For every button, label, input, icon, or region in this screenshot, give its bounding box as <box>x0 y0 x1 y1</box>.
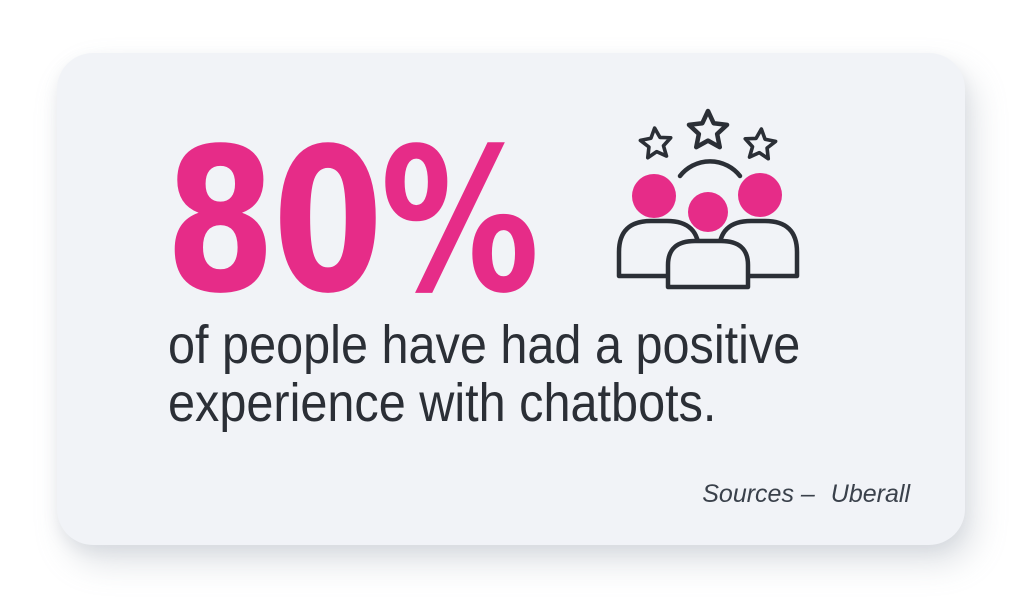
person-left-head <box>632 174 676 218</box>
source-value: Uberall <box>830 480 910 508</box>
stat-card: 80% of people have had a positive expe <box>57 53 965 545</box>
stat-value: 80% <box>165 105 540 337</box>
person-right-head <box>738 173 782 217</box>
smile-arc-icon <box>677 159 743 179</box>
person-center-head <box>688 192 728 232</box>
stat-description: of people have had a positive experience… <box>168 316 800 432</box>
star-left-icon <box>637 124 675 161</box>
source-attribution: Sources – Uberall <box>702 480 910 509</box>
person-center-body <box>665 238 751 290</box>
people-rating-icon-svg <box>616 100 800 290</box>
star-center-icon <box>689 111 727 147</box>
people-rating-icon <box>610 100 810 300</box>
stat-description-line-1: of people have had a positive <box>168 315 801 375</box>
source-label: Sources – <box>702 480 815 508</box>
stat-description-line-2: experience with chatbots. <box>168 373 717 433</box>
star-right-icon <box>741 125 779 162</box>
